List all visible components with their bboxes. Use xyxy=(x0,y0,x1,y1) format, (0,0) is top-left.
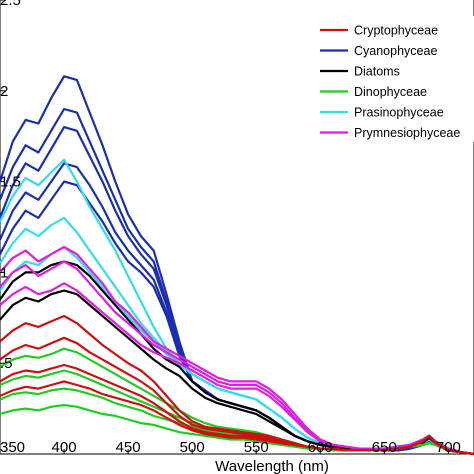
legend-label: Prymnesiophyceae xyxy=(354,126,460,140)
x-tick-label: 650 xyxy=(372,439,397,456)
series-layer xyxy=(0,75,474,456)
legend-label: Cryptophyceae xyxy=(354,24,438,38)
plot-area xyxy=(0,0,474,456)
x-tick-label: 450 xyxy=(116,439,141,456)
x-tick-labels: 350 400 450 500 550 600 650 700 xyxy=(0,439,461,456)
y-tick-label: 2 xyxy=(0,83,8,100)
series-line-prasinophyceae-5 xyxy=(0,158,474,456)
series-line-prymnesiophyceae-11 xyxy=(0,260,474,456)
series-line-cryptophyceae-20 xyxy=(0,380,474,456)
plot-frame xyxy=(0,0,474,455)
x-tick-label: 600 xyxy=(308,439,333,456)
y-tick-labels: .5 1 1.5 2 2.5 xyxy=(0,0,21,372)
series-line-cyanophyceae-4 xyxy=(0,180,474,456)
legend-label: Prasinophyceae xyxy=(354,106,444,120)
x-tick-label: 700 xyxy=(436,439,461,456)
y-tick-label: 2.5 xyxy=(0,0,21,9)
x-tick-label: 550 xyxy=(244,439,269,456)
legend-entry-cryptophyceae: Cryptophyceae xyxy=(320,24,438,38)
legend: Cryptophyceae Cyanophyceae Diatoms Dinop… xyxy=(310,16,474,142)
legend-box xyxy=(310,16,474,142)
series-line-cyanophyceae-3 xyxy=(0,162,474,456)
y-tick-label: 1 xyxy=(0,264,8,281)
x-tick-label: 400 xyxy=(52,439,77,456)
legend-label: Diatoms xyxy=(354,65,400,79)
series-line-diatoms-8 xyxy=(0,260,474,456)
y-tick-label: 1.5 xyxy=(0,174,21,191)
series-line-cyanophyceae-1 xyxy=(0,107,474,456)
axis-ticks xyxy=(0,0,449,454)
x-tick-label: 500 xyxy=(180,439,205,456)
y-tick-label: .5 xyxy=(0,355,13,372)
x-tick-label: 350 xyxy=(0,439,25,456)
legend-entry-prasinophyceae: Prasinophyceae xyxy=(320,106,444,120)
legend-entry-diatoms: Diatoms xyxy=(320,65,400,79)
legend-label: Cyanophyceae xyxy=(354,44,437,58)
legend-entry-dinophyceae: Dinophyceae xyxy=(320,85,427,99)
legend-label: Dinophyceae xyxy=(354,85,427,99)
x-axis-title: Wavelength (nm) xyxy=(215,458,329,474)
legend-entry-cyanophyceae: Cyanophyceae xyxy=(320,44,437,58)
legend-entry-prymnesiophyceae: Prymnesiophyceae xyxy=(320,126,460,140)
series-line-prymnesiophyceae-12 xyxy=(0,282,474,456)
